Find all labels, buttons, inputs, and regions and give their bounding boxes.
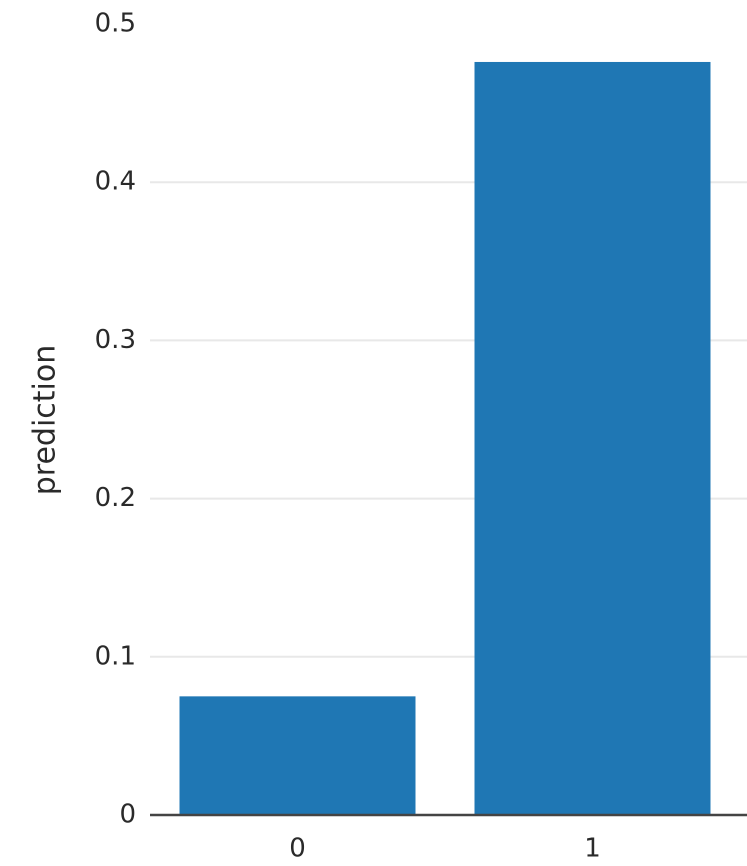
y-axis-label: prediction (28, 345, 63, 496)
x-tick-label: 1 (584, 834, 601, 864)
bar (179, 696, 416, 815)
y-tick-label: 0.3 (95, 325, 136, 355)
bar (474, 61, 711, 815)
y-tick-label: 0.2 (95, 483, 136, 513)
y-tick-label: 0.4 (95, 167, 136, 197)
y-tick-label: 0.5 (95, 9, 136, 39)
y-tick-label: 0 (119, 800, 136, 830)
y-tick-label: 0.1 (95, 641, 136, 671)
x-tick-label: 0 (289, 834, 306, 864)
